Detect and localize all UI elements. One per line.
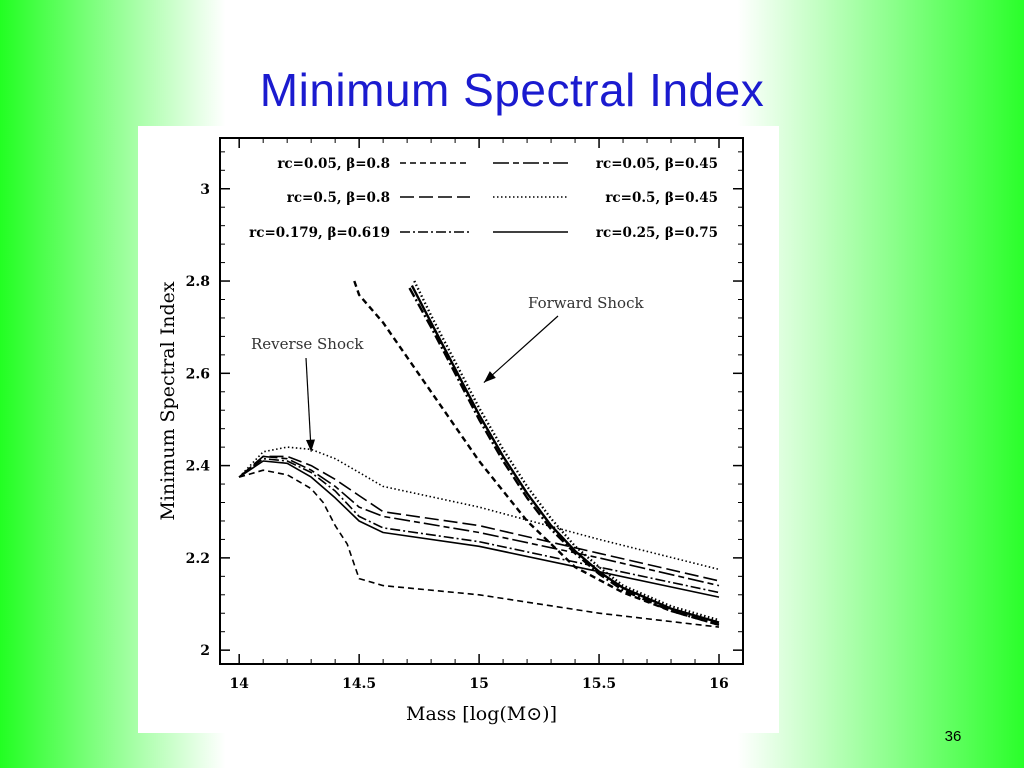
series-line-forward-solid xyxy=(410,285,720,624)
x-tick-label: 15.5 xyxy=(582,676,616,692)
y-tick-label: 2.2 xyxy=(186,551,210,567)
annotation-arrow-line xyxy=(483,315,559,383)
x-tick-label: 14.5 xyxy=(342,676,376,692)
series-line-forward-dotted xyxy=(413,280,720,622)
slide-title: Minimum Spectral Index xyxy=(259,64,765,116)
legend-label: rc=0.25, β=0.75 xyxy=(596,225,718,241)
legend-label: rc=0.05, β=0.8 xyxy=(277,156,390,172)
slide-number: 36 xyxy=(944,728,962,745)
x-axis-label: Mass [log(M⊙)] xyxy=(406,703,557,725)
x-tick-label: 15 xyxy=(469,676,488,692)
y-tick-label: 2.8 xyxy=(186,274,210,290)
y-tick-label: 3 xyxy=(200,182,210,198)
legend-label: rc=0.05, β=0.45 xyxy=(596,156,718,172)
chart-figure: rc=0.05, β=0.8 rc=0.05, β=0.45 rc=0.5, β=0… xyxy=(138,126,779,733)
annotation-arrow-line xyxy=(305,357,312,452)
x-tick-label: 16 xyxy=(709,676,728,692)
plot-frame xyxy=(219,137,744,665)
series-line-reverse-dash-dot xyxy=(238,457,720,594)
y-tick-label: 2.6 xyxy=(186,366,210,382)
series-line-reverse-short-dash xyxy=(238,469,720,628)
x-tick-label: 14 xyxy=(229,676,249,692)
series-line-reverse-long-short-dash xyxy=(238,455,720,587)
y-tick-label: 2 xyxy=(200,643,210,659)
series-line-forward-dash-dot xyxy=(408,287,720,626)
annotation-label: Forward Shock xyxy=(528,294,644,312)
series-line-reverse-long-dash xyxy=(238,455,720,582)
series-line-reverse-dotted xyxy=(238,446,720,571)
annotation-label: Reverse Shock xyxy=(251,335,364,353)
y-tick-label: 2.4 xyxy=(186,459,211,475)
chart-svg: rc=0.05, β=0.8 rc=0.05, β=0.45 rc=0.5, β=0… xyxy=(157,137,744,725)
legend-label: rc=0.179, β=0.619 xyxy=(249,225,390,241)
series-line-reverse-solid xyxy=(238,460,720,598)
legend-label: rc=0.5, β=0.45 xyxy=(605,190,718,206)
legend-label: rc=0.5, β=0.8 xyxy=(287,190,390,206)
annotation-arrowhead xyxy=(483,371,496,383)
annotation-arrowhead xyxy=(306,439,315,452)
y-axis-label: Minimum Spectral Index xyxy=(157,281,179,521)
